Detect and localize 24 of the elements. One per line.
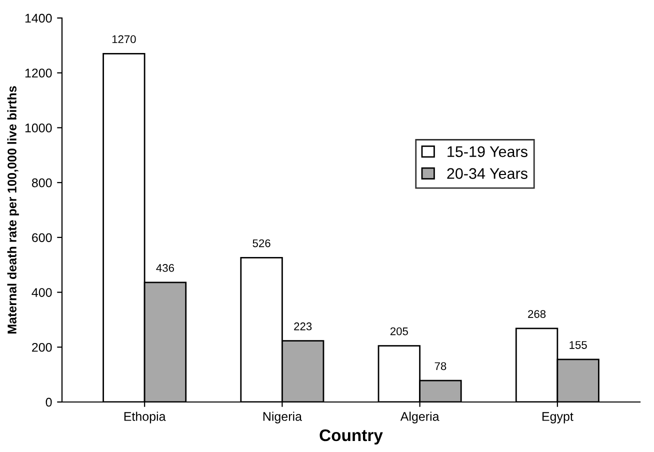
data-label: 268 [528,310,546,318]
y-tick-label: 1000 [25,124,52,132]
y-tick-label: 1200 [25,68,52,78]
x-tick-label: Algeria [400,412,440,424]
y-axis-title: Maternal death rate per 100,000 live births [7,86,19,334]
y-tick-label: 0 [46,398,52,407]
legend-label: 20-34 Years [447,168,528,179]
legend-label: 15-19 Years [448,146,528,158]
data-label: 205 [390,327,408,336]
x-tick-label: Egypt [542,412,574,424]
data-label: 526 [252,239,270,248]
data-label: 436 [156,264,174,272]
x-axis-title: Country [320,429,383,444]
data-label: 155 [570,341,587,349]
y-tick-label: 1400 [25,14,52,23]
y-tick-label: 200 [32,342,52,352]
data-label: 78 [434,362,446,370]
y-tick-label: 400 [32,288,52,297]
x-tick-label: Ethopia [124,412,166,424]
data-label: 1270 [112,35,136,44]
x-tick-label: Nigeria [263,412,302,424]
data-label: 223 [294,322,312,330]
y-tick-label: 600 [32,233,52,242]
y-tick-label: 800 [32,178,52,188]
